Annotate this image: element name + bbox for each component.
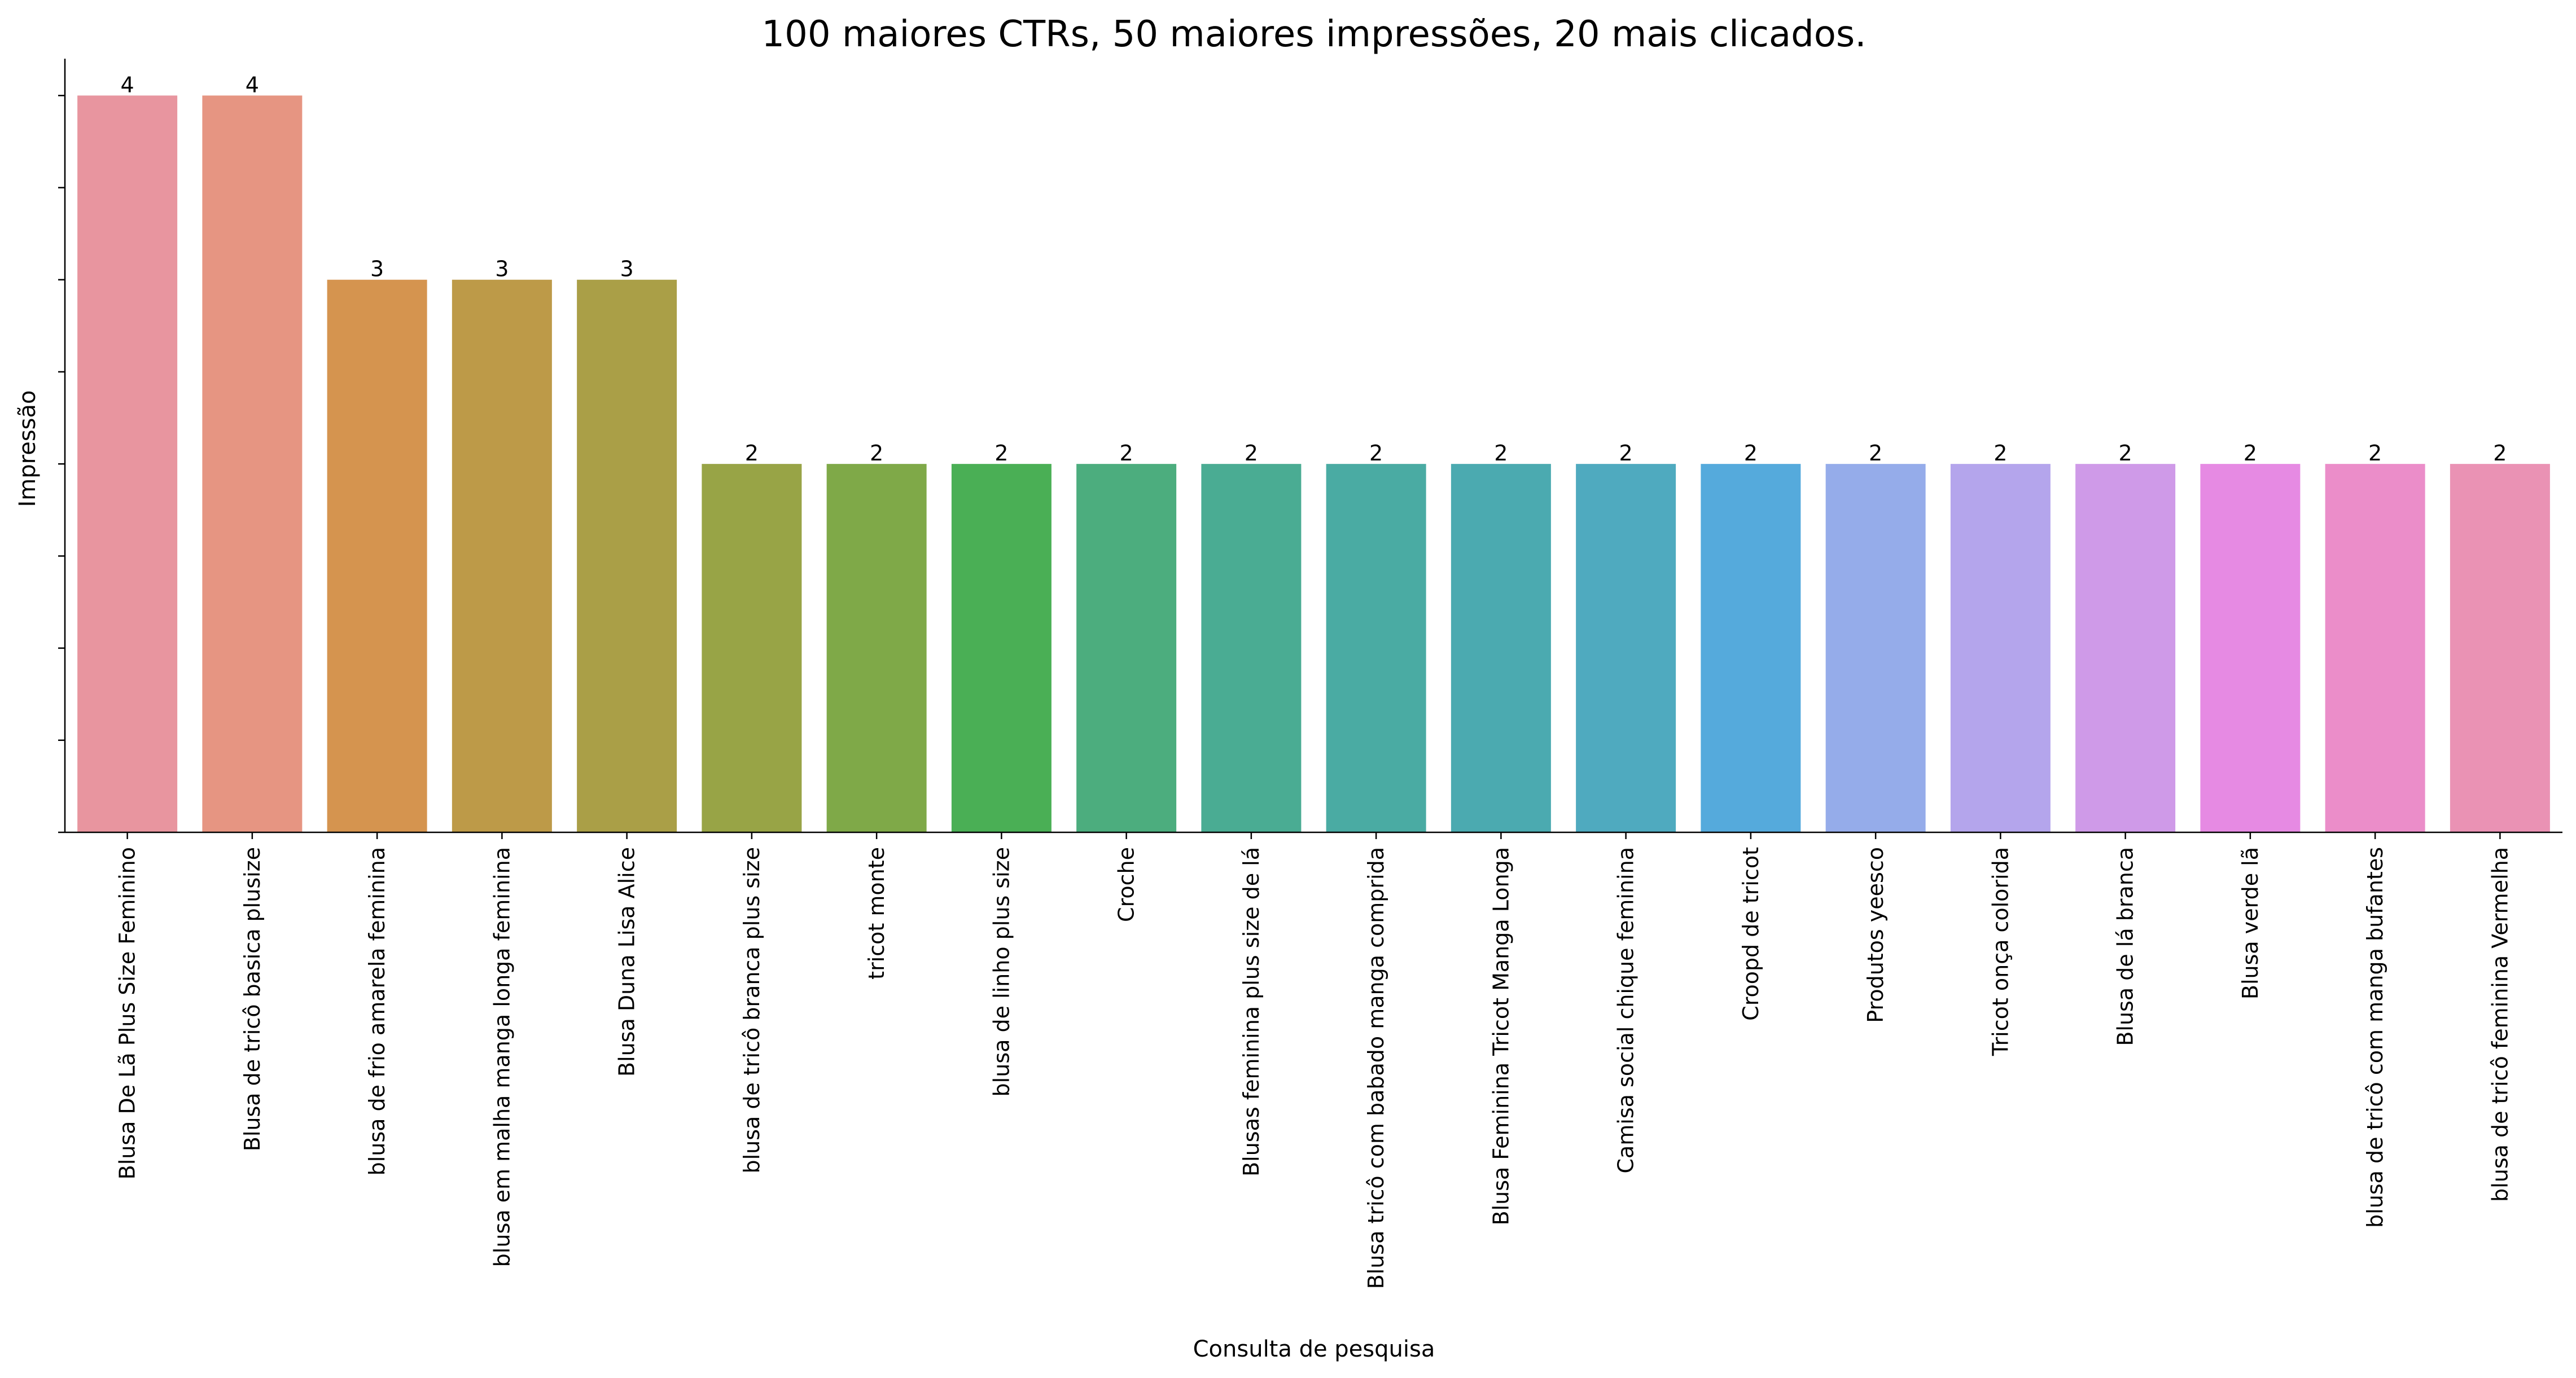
- x-tick-label: Blusa De Lã Plus Size Feminino: [115, 847, 140, 1179]
- x-axis-label: Consulta de pesquisa: [1193, 1336, 1435, 1362]
- bar-5: [577, 279, 677, 832]
- x-tick-label: blusa em malha manga longa feminina: [489, 847, 514, 1267]
- x-tick-label: Blusa Feminina Tricot Manga Longa: [1488, 847, 1513, 1226]
- bar-value-label: 2: [1869, 441, 1882, 466]
- value-labels-layer: 4 4 3 3 3 2 2 2 2 2 2 2 2 2 2 2 2 2 2 2: [121, 72, 2507, 466]
- bar-value-label: 3: [370, 257, 384, 282]
- bar-20: [2450, 464, 2550, 832]
- x-tick-label: Blusa Duna Lisa Alice: [615, 847, 639, 1077]
- bars-layer: [77, 95, 2550, 832]
- x-tick-label: Blusa verde lã: [2238, 847, 2263, 999]
- bar-1: [77, 95, 178, 832]
- x-tick-label: Croche: [1114, 847, 1139, 922]
- bar-10: [1201, 464, 1302, 832]
- bar-12: [1451, 464, 1551, 832]
- bar-13: [1576, 464, 1676, 832]
- x-tick-label: blusa de tricô feminina Vermelha: [2487, 847, 2512, 1202]
- bar-value-label: 4: [246, 72, 259, 97]
- x-tick-label: Camisa social chique feminina: [1614, 847, 1639, 1174]
- bar-4: [452, 279, 552, 832]
- bar-value-label: 2: [1994, 441, 2007, 466]
- bar-9: [1076, 464, 1177, 832]
- bar-3: [327, 279, 427, 832]
- x-tick-label: Blusa de tricô basica plusize: [240, 847, 265, 1151]
- bar-16: [1950, 464, 2051, 832]
- x-tick-label: blusa de frio amarela feminina: [365, 847, 389, 1175]
- x-tick-label: Produtos yeesco: [1863, 847, 1888, 1023]
- bar-value-label: 2: [1744, 441, 1758, 466]
- bar-11: [1326, 464, 1426, 832]
- bar-15: [1825, 464, 1926, 832]
- chart-title: 100 maiores CTRs, 50 maiores impressões,…: [761, 14, 1866, 55]
- x-tick-label: blusa de tricô branca plus size: [739, 847, 764, 1174]
- bar-14: [1701, 464, 1801, 832]
- bar-6: [702, 464, 802, 832]
- bar-value-label: 3: [620, 257, 634, 282]
- bar-value-label: 2: [2119, 441, 2132, 466]
- y-axis-label: Impressão: [15, 390, 41, 507]
- bar-18: [2200, 464, 2301, 832]
- bar-value-label: 2: [870, 441, 883, 466]
- x-tick-label: Blusas feminina plus size de lá: [1239, 847, 1264, 1177]
- bar-19: [2325, 464, 2425, 832]
- bar-value-label: 4: [121, 72, 134, 97]
- x-tick-label: Tricot onça colorida: [1988, 847, 2013, 1056]
- bar-2: [202, 95, 303, 832]
- x-axis: Blusa De Lã Plus Size Feminino Blusa de t…: [65, 831, 2562, 1289]
- bar-value-label: 2: [745, 441, 759, 466]
- x-tick-label: blusa de tricô com manga bufantes: [2363, 847, 2387, 1228]
- bar-7: [826, 464, 927, 832]
- x-tick-label: Blusa de lá branca: [2113, 847, 2138, 1046]
- x-tick-label: tricot monte: [864, 847, 889, 980]
- bar-value-label: 2: [2493, 441, 2507, 466]
- x-tick-label: blusa de linho plus size: [989, 847, 1014, 1096]
- bar-value-label: 2: [1245, 441, 1258, 466]
- bar-17: [2075, 464, 2176, 832]
- bar-value-label: 2: [2368, 441, 2382, 466]
- x-tick-label: Blusa tricô com babado manga comprida: [1364, 847, 1388, 1289]
- x-tick-label: Croopd de tricot: [1738, 847, 1763, 1021]
- bar-8: [951, 464, 1052, 832]
- bar-value-label: 2: [2244, 441, 2257, 466]
- bar-value-label: 2: [1120, 441, 1133, 466]
- bar-value-label: 2: [1494, 441, 1508, 466]
- bar-value-label: 2: [995, 441, 1008, 466]
- bar-value-label: 2: [1369, 441, 1383, 466]
- y-axis: [58, 59, 66, 833]
- bar-value-label: 3: [495, 257, 509, 282]
- bar-value-label: 2: [1619, 441, 1633, 466]
